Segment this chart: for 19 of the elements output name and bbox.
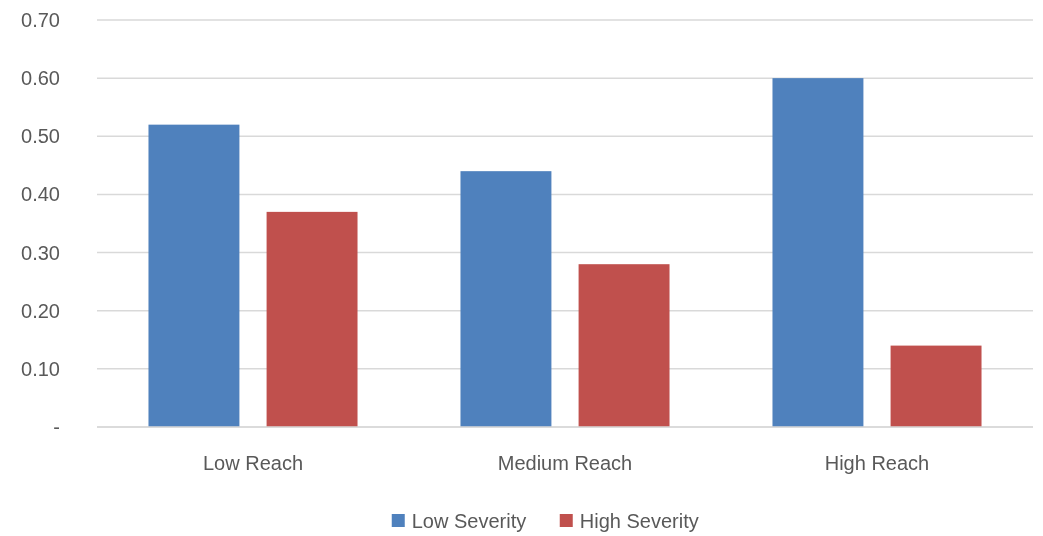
bar [148, 124, 240, 427]
x-tick-label: Low Reach [202, 452, 304, 474]
y-tick-label: 0.10 [21, 357, 60, 380]
y-tick-label: - [53, 416, 60, 438]
legend-label: High Severity [579, 510, 699, 532]
bar [890, 345, 982, 427]
bar [772, 78, 864, 427]
y-tick-label: 0.30 [21, 241, 60, 264]
y-tick-label: 0.20 [21, 299, 60, 322]
legend-label: Low Severity [411, 510, 527, 532]
bar [266, 211, 358, 427]
y-tick-label: 0.60 [21, 67, 60, 90]
x-tick-label: High Reach [824, 452, 930, 474]
y-tick-label: 0.40 [21, 183, 60, 206]
y-tick-label: 0.50 [21, 125, 60, 148]
x-tick-label: Medium Reach [497, 452, 633, 474]
bar [578, 264, 670, 427]
y-tick-label: 0.70 [21, 9, 60, 31]
bar [460, 171, 552, 427]
